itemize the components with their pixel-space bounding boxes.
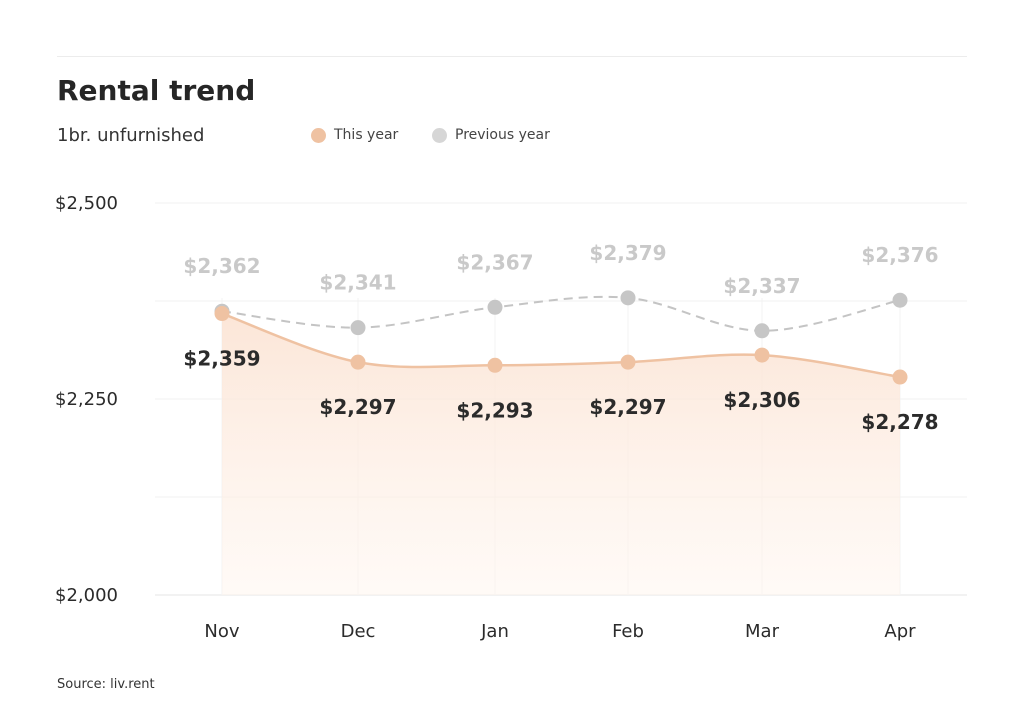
data-label-this-year: $2,293 [456,398,533,422]
point-this-year [487,357,503,373]
x-tick-label: Jan [480,621,509,642]
x-tick-label: Dec [341,621,376,642]
point-previous-year [620,290,636,306]
source-note: Source: liv.rent [57,677,155,692]
top-divider [57,56,967,57]
data-label-previous-year: $2,379 [589,241,666,265]
legend-swatch-this-year [311,127,326,143]
point-this-year [754,347,770,363]
data-label-previous-year: $2,367 [456,250,533,274]
data-label-previous-year: $2,341 [319,271,396,295]
x-tick-label: Mar [745,621,780,642]
x-tick-label: Apr [884,621,916,642]
legend-label-previous-year: Previous year [455,127,550,143]
point-previous-year [892,292,908,308]
data-label-this-year: $2,359 [183,347,260,371]
point-previous-year [487,299,503,315]
legend-item-this-year: This year [311,127,398,143]
area-this-year [222,313,900,595]
x-tick-label: Nov [204,621,239,642]
legend-item-previous-year: Previous year [432,127,550,143]
y-tick-label: $2,250 [55,389,118,410]
data-label-this-year: $2,306 [723,388,800,412]
point-previous-year [350,320,366,336]
data-label-previous-year: $2,362 [183,254,260,278]
chart-subtitle: 1br. unfurnished [57,125,205,146]
legend-label-this-year: This year [334,127,399,143]
legend-swatch-previous-year [432,127,447,143]
point-this-year [620,354,636,370]
data-label-this-year: $2,297 [589,395,666,419]
point-this-year [892,369,908,385]
y-tick-label: $2,500 [55,193,118,214]
series-line-this-year [221,312,901,379]
data-label-this-year: $2,278 [861,410,938,434]
data-label-previous-year: $2,337 [723,274,800,298]
point-this-year [214,306,230,322]
data-label-previous-year: $2,376 [861,243,938,267]
series-line-previous-year [221,295,901,332]
data-label-this-year: $2,297 [319,395,396,419]
y-tick-label: $2,000 [55,585,118,606]
x-tick-label: Feb [612,621,644,642]
chart-title: Rental trend [57,74,256,107]
point-previous-year [754,323,770,339]
point-this-year [350,354,366,370]
